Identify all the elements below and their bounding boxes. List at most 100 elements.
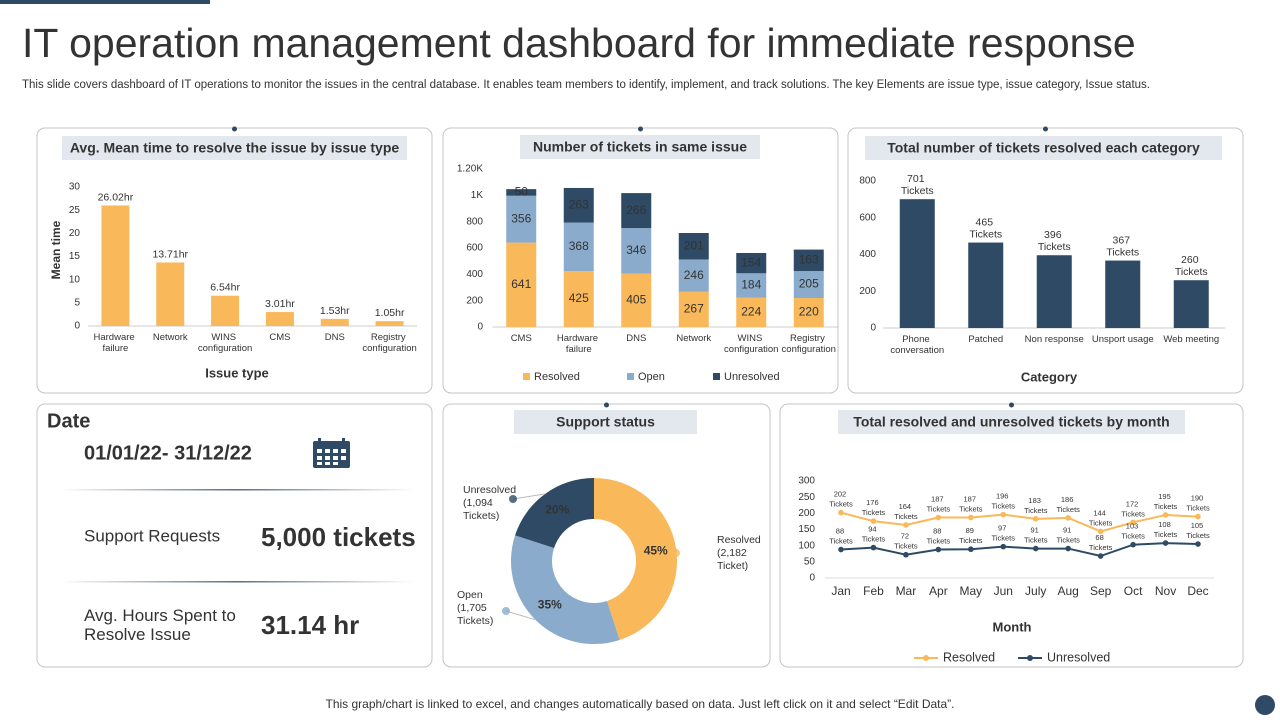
line-point	[903, 551, 909, 558]
bar	[101, 205, 130, 326]
corner-dot	[1255, 695, 1275, 715]
page-title: IT operation management dashboard for im…	[22, 20, 1136, 66]
value-label: 1.53hr	[320, 305, 350, 317]
bar-segment	[506, 242, 537, 327]
line-point	[1032, 545, 1039, 552]
point-label: 72 Tickets	[894, 532, 918, 551]
segment-label: 641	[511, 277, 531, 291]
y-tick-label: 0	[870, 323, 876, 334]
bar-segment	[793, 298, 824, 327]
segment-label: 224	[741, 304, 761, 318]
title-box	[838, 410, 1185, 434]
y-tick-label: 400	[859, 249, 876, 260]
panel-pin	[1043, 126, 1048, 132]
title-box	[865, 136, 1222, 160]
point-label: 176 Tickets	[862, 498, 886, 517]
point-label: 195 Tickets	[1154, 492, 1178, 511]
value-label: 260 Tickets	[1175, 254, 1208, 278]
segment-label: 220	[799, 305, 819, 319]
x-tick-label: Web meeting	[1163, 334, 1219, 345]
bar-segment	[793, 249, 824, 272]
bar	[1105, 260, 1141, 328]
y-tick-label: 200	[798, 508, 815, 519]
bar-segment	[678, 232, 709, 260]
legend-marker	[923, 655, 929, 661]
x-tick-label: Phone conversation	[890, 334, 944, 356]
y-tick-label: 25	[69, 205, 81, 216]
legend-marker	[1027, 655, 1033, 661]
slice-label: 20%	[545, 503, 569, 517]
footer-note: This graph/chart is linked to excel, and…	[326, 697, 955, 711]
point-label: 190 Tickets	[1186, 494, 1210, 513]
accent-bar	[0, 0, 210, 4]
line-point	[838, 546, 844, 553]
point-label: 196 Tickets	[992, 492, 1016, 511]
y-tick-label: 10	[69, 274, 81, 285]
value-label: 701 Tickets	[901, 173, 934, 197]
y-tick-label: 600	[466, 243, 483, 254]
segment-label: 368	[569, 239, 589, 253]
line-point	[903, 522, 909, 528]
bar	[899, 199, 935, 328]
calendar-icon	[313, 438, 350, 468]
y-axis-label: Mean time	[49, 220, 63, 279]
line-point	[838, 509, 844, 516]
panel-pin	[638, 126, 643, 132]
bar-segment	[506, 189, 537, 196]
y-tick-label: 200	[466, 295, 483, 306]
x-tick-label: Apr	[929, 584, 948, 598]
bar-segment	[563, 222, 594, 272]
legend-label: Open	[638, 371, 665, 383]
bar-segment	[678, 259, 709, 292]
x-tick-label: CMS	[269, 332, 290, 343]
point-label: 164 Tickets	[894, 502, 918, 521]
y-tick-label: 800	[466, 216, 483, 227]
title-box	[514, 410, 697, 434]
point-label: 202 Tickets	[829, 490, 853, 509]
bar-segment	[678, 291, 709, 327]
segment-label: 154	[741, 255, 761, 269]
point-label: 103 Tickets	[1121, 522, 1145, 541]
value-label: 26.02hr	[98, 191, 134, 203]
date-heading: Date	[47, 410, 90, 432]
title-box	[520, 135, 760, 159]
slice-label: 35%	[538, 597, 562, 611]
line-point	[935, 514, 942, 521]
segment-label: 267	[684, 302, 704, 316]
line-series	[840, 542, 1199, 558]
bar-segment	[736, 273, 767, 298]
point-label: 186 Tickets	[1056, 495, 1080, 514]
line-point	[968, 514, 974, 521]
x-tick-label: Network	[676, 333, 711, 344]
point-label: 68 Tickets	[1089, 533, 1113, 552]
point-label: 105 Tickets	[1186, 521, 1210, 540]
line-point	[1130, 541, 1136, 548]
metric-value: 5,000 tickets	[261, 522, 416, 552]
x-tick-label: Network	[153, 332, 188, 343]
y-tick-label: 5	[74, 297, 80, 308]
x-tick-label: May	[959, 584, 982, 598]
callout-line	[505, 610, 536, 621]
x-tick-label: Dec	[1187, 584, 1208, 598]
y-tick-label: 0	[74, 321, 80, 332]
y-tick-label: 100	[798, 540, 815, 551]
separator	[60, 581, 415, 583]
metric-value: 31.14 hr	[261, 610, 359, 640]
point-label: 108 Tickets	[1154, 520, 1178, 539]
point-label: 94 Tickets	[862, 525, 886, 544]
x-axis-label: Issue type	[205, 365, 269, 380]
line-point	[1195, 541, 1201, 547]
legend-label: Unresolved	[1047, 650, 1110, 664]
bar-segment	[506, 195, 537, 243]
x-tick-label: Oct	[1124, 584, 1143, 598]
y-tick-label: 800	[859, 176, 876, 187]
date-panel	[36, 403, 433, 668]
x-tick-label: DNS	[626, 333, 646, 344]
y-tick-label: 20	[69, 228, 81, 239]
chart-title: Total resolved and unresolved tickets by…	[853, 414, 1169, 430]
segment-label: 425	[569, 291, 589, 305]
point-label: 172 Tickets	[1121, 499, 1145, 518]
bar	[211, 295, 240, 326]
legend-swatch	[627, 373, 634, 380]
